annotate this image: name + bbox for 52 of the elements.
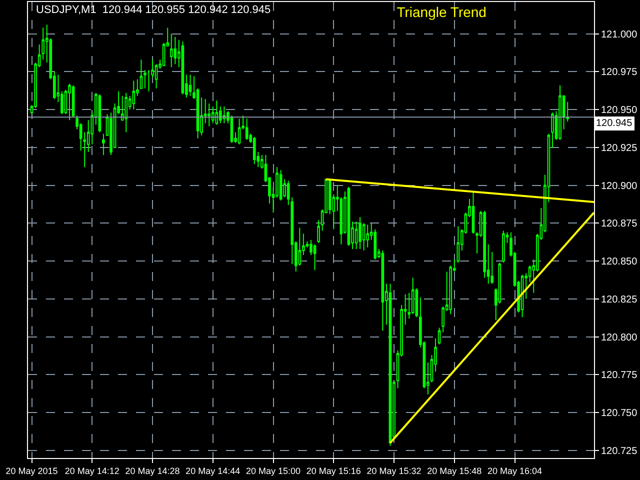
candlestick <box>502 230 505 264</box>
chart-title: Triangle Trend <box>396 4 486 20</box>
x-tick-label: 20 May 2015 <box>6 466 58 476</box>
x-tick-label: 20 May 15:48 <box>427 466 482 476</box>
candlestick <box>358 216 362 250</box>
y-tick-label: 121.000 <box>601 29 638 40</box>
candlestick <box>124 92 128 133</box>
y-tick-label: 120.850 <box>601 256 638 268</box>
candlestick <box>438 327 441 345</box>
candlestick <box>366 224 370 248</box>
x-tick-label: 20 May 14:28 <box>125 466 180 476</box>
candlestick <box>188 74 192 96</box>
y-tick-label: 120.875 <box>601 218 638 230</box>
candlestick <box>411 277 414 315</box>
candlestick <box>558 84 562 140</box>
x-tick-label: 20 May 14:12 <box>64 466 120 476</box>
candlestick <box>102 133 105 156</box>
candlestick <box>381 250 384 332</box>
candlestick <box>174 36 177 65</box>
y-tick-label: 120.900 <box>601 180 638 192</box>
candlestick <box>317 220 320 244</box>
candlestick <box>238 118 241 145</box>
candlestick <box>279 170 282 201</box>
y-tick-label: 120.925 <box>601 142 638 154</box>
y-tick-label: 120.950 <box>601 105 638 116</box>
candlestick <box>215 100 218 126</box>
candlestick <box>154 64 158 89</box>
candlestick <box>551 112 554 148</box>
candlestick <box>170 33 173 68</box>
candlestick <box>245 118 248 140</box>
candlestick <box>252 136 256 165</box>
candlestick <box>132 80 136 110</box>
candlestick <box>68 83 71 121</box>
x-tick-label: 20 May 15:32 <box>366 466 422 476</box>
candlestick <box>313 244 316 271</box>
y-tick-label: 120.975 <box>601 67 638 78</box>
candlestick <box>222 106 226 124</box>
y-tick-label: 120.725 <box>601 446 638 457</box>
ref-line-label: 120.945 <box>596 118 633 129</box>
candlestick <box>208 103 211 127</box>
candlestick <box>140 59 143 89</box>
y-tick-label: 120.775 <box>601 370 638 382</box>
x-tick-label: 20 May 15:16 <box>306 466 361 476</box>
y-tick-label: 120.800 <box>601 332 638 344</box>
x-tick-label: 20 May 14:44 <box>186 466 240 476</box>
y-tick-label: 120.825 <box>601 294 638 306</box>
y-tick-label: 120.750 <box>601 408 638 420</box>
candlestick <box>144 70 146 89</box>
annotation: USDJPY,M1 120.944 120.955 120.942 120.945 <box>36 4 271 16</box>
x-tick-label: 20 May 16:04 <box>487 466 542 476</box>
candlestick <box>354 221 358 250</box>
x-tick-label: 20 May 15:00 <box>246 466 301 476</box>
